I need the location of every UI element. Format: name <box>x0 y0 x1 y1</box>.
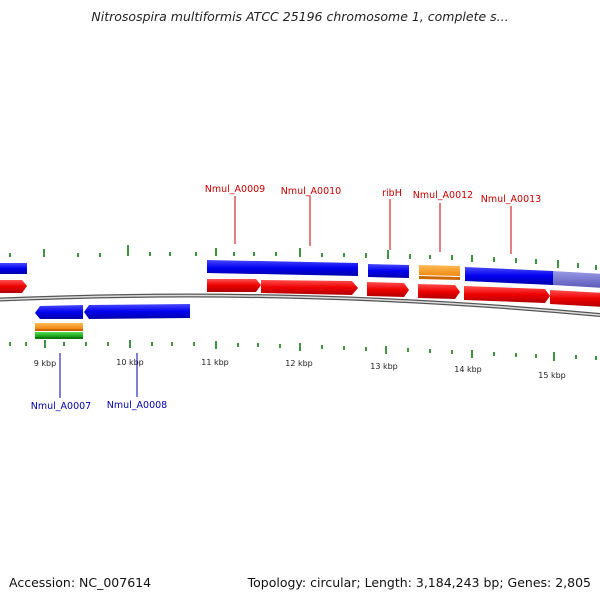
rna-feature-nmul-a0012[interactable] <box>419 265 460 276</box>
gene-feature[interactable] <box>0 263 27 274</box>
gene-feature-nmul-a0007[interactable] <box>35 305 83 319</box>
gene-label-nmul-a0009[interactable]: Nmul_A0009 <box>205 184 265 195</box>
ruler-ticks-upper <box>9 245 597 270</box>
ruler-labels: 9 kbp 10 kbp 11 kbp 12 kbp 13 kbp 14 kbp… <box>34 358 566 380</box>
gene-label-leaders-bottom <box>59 353 138 398</box>
gene-label-nmul-a0010[interactable]: Nmul_A0010 <box>281 186 341 197</box>
cds-feature-nmul-a0010[interactable] <box>261 280 358 295</box>
ruler-label: 9 kbp <box>34 359 56 368</box>
green-feature[interactable] <box>35 332 83 337</box>
cds-track-forward <box>0 279 600 307</box>
gene-feature-extension[interactable] <box>553 271 600 288</box>
chromosome-backbone-highlight <box>0 294 600 316</box>
gene-labels-bottom: Nmul_A0007 Nmul_A0008 <box>31 400 167 412</box>
map-title: Nitrosospira multiformis ATCC 25196 chro… <box>91 9 509 24</box>
ruler-label: 14 kbp <box>454 365 482 374</box>
ruler-label: 13 kbp <box>370 362 398 371</box>
cds-feature-nmul-a0012[interactable] <box>418 284 460 299</box>
gene-labels-top: Nmul_A0009 Nmul_A0010 ribH Nmul_A0012 Nm… <box>205 184 541 205</box>
rna-feature-base <box>419 276 460 280</box>
ruler-label: 15 kbp <box>538 371 566 380</box>
gene-track-forward <box>0 260 600 288</box>
ruler-label: 12 kbp <box>285 359 313 368</box>
gene-feature-nmul-a0008[interactable] <box>84 304 190 319</box>
gene-label-ribh[interactable]: ribH <box>382 188 402 199</box>
gene-label-nmul-a0012[interactable]: Nmul_A0012 <box>413 190 473 201</box>
ruler-label: 10 kbp <box>116 358 144 367</box>
rna-track-forward <box>419 265 460 280</box>
gene-label-nmul-a0007[interactable]: Nmul_A0007 <box>31 401 91 412</box>
gene-label-nmul-a0008[interactable]: Nmul_A0008 <box>107 400 167 411</box>
cds-feature[interactable] <box>0 280 27 293</box>
cds-feature-ribh[interactable] <box>367 282 409 297</box>
cds-feature-nmul-a0013[interactable] <box>464 286 550 303</box>
gene-feature-nmul-a0013[interactable] <box>465 267 553 285</box>
gene-track-reverse <box>35 304 190 319</box>
gene-feature-nmul-a0009-a0010[interactable] <box>207 260 358 276</box>
ruler-label: 11 kbp <box>201 358 229 367</box>
gene-label-leaders-top <box>234 196 512 254</box>
rna-feature-base <box>35 329 83 331</box>
rna-feature[interactable] <box>35 323 83 329</box>
genome-summary-text: Topology: circular; Length: 3,184,243 bp… <box>247 575 591 590</box>
green-feature-base <box>35 337 83 339</box>
ruler-ticks-lower <box>9 340 597 361</box>
gene-feature-ribh[interactable] <box>368 264 409 278</box>
cds-feature-nmul-a0009[interactable] <box>207 279 261 292</box>
accession-text: Accession: NC_007614 <box>9 575 152 590</box>
cds-feature-extension[interactable] <box>550 290 600 307</box>
gene-label-nmul-a0013[interactable]: Nmul_A0013 <box>481 194 541 205</box>
rna-track-reverse <box>35 323 83 339</box>
